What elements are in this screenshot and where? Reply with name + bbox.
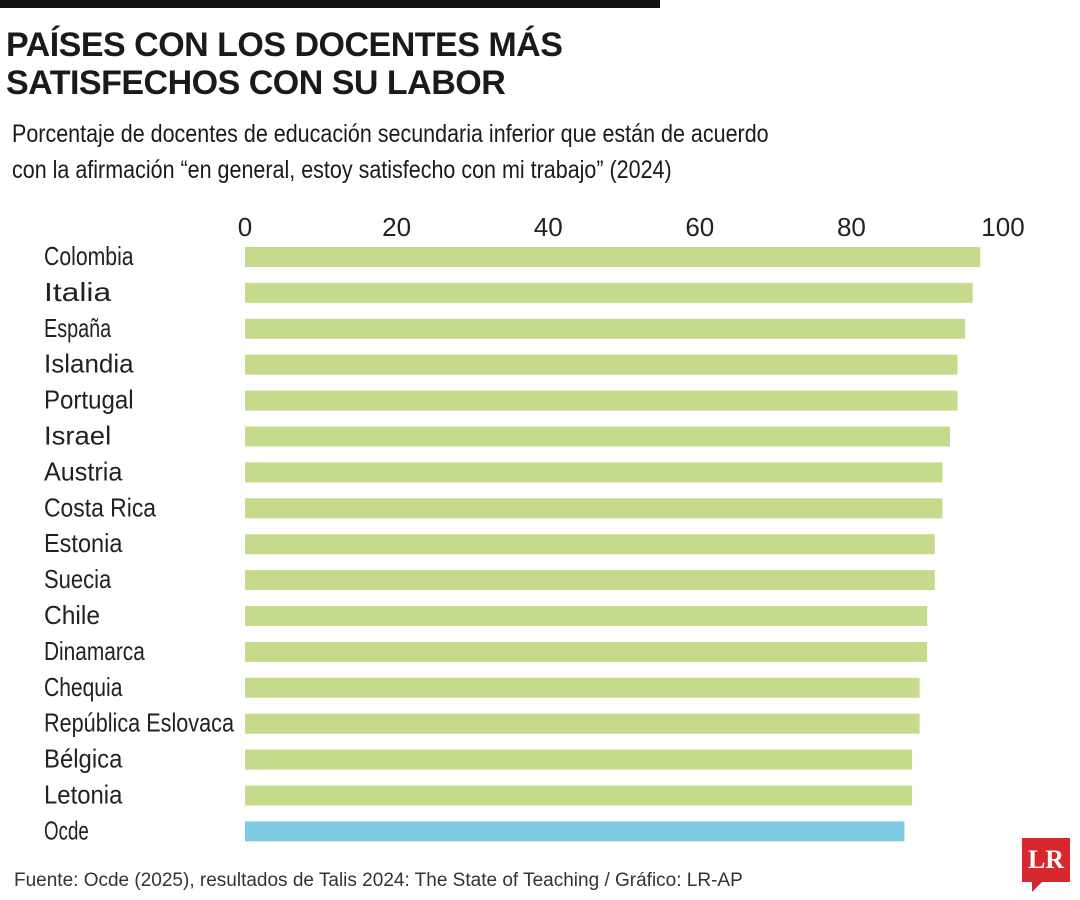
source-note: Fuente: Ocde (2025), resultados de Talis… [14, 870, 743, 891]
top-rule [0, 0, 660, 8]
category-label: España [44, 313, 112, 343]
x-tick-label: 100 [981, 212, 1024, 242]
bar-suecia [245, 570, 935, 591]
x-tick-label: 40 [534, 212, 563, 242]
bar-portugal [245, 390, 958, 411]
category-label: Portugal [44, 385, 134, 415]
bar-colombia [245, 247, 981, 267]
chart-subtitle: Porcentaje de docentes de educación secu… [12, 120, 769, 184]
bar-italia [245, 282, 973, 303]
category-label: República Eslovaca [44, 708, 234, 738]
x-tick-label: 60 [685, 212, 714, 242]
category-label: Costa Rica [44, 492, 156, 522]
bar-bélgica [245, 749, 913, 770]
category-label: Suecia [44, 564, 112, 594]
bar-costa-rica [245, 498, 943, 519]
lr-logo: LR [1022, 838, 1070, 892]
category-label: Islandia [44, 349, 134, 379]
bar-república-eslovaca [245, 713, 920, 734]
bar-austria [245, 462, 943, 483]
bar-españa [245, 318, 966, 339]
bar-israel [245, 426, 950, 447]
category-label: Dinamarca [44, 636, 145, 666]
bar-chile [245, 606, 928, 626]
category-label: Italia [44, 277, 112, 307]
category-label: Chile [44, 600, 100, 630]
bar-ocde [245, 821, 905, 842]
category-label: Chequia [44, 672, 123, 702]
x-tick-label: 80 [837, 212, 866, 242]
bar-islandia [245, 354, 958, 375]
bar-chequia [245, 677, 920, 698]
category-label: Ocde [44, 815, 89, 845]
category-label: Austria [44, 456, 123, 486]
category-label: Bélgica [44, 744, 123, 774]
x-tick-label: 20 [382, 212, 411, 242]
category-label: Israel [44, 421, 111, 451]
x-tick-label: 0 [238, 212, 252, 242]
bar-estonia [245, 534, 935, 555]
chart-title: PAÍSES CON LOS DOCENTES MÁS SATISFECHOS … [6, 26, 563, 102]
category-label: Estonia [44, 528, 123, 558]
category-label: Letonia [44, 780, 123, 810]
category-label: Colombia [44, 241, 134, 271]
bar-dinamarca [245, 641, 928, 662]
bar-letonia [245, 785, 913, 806]
